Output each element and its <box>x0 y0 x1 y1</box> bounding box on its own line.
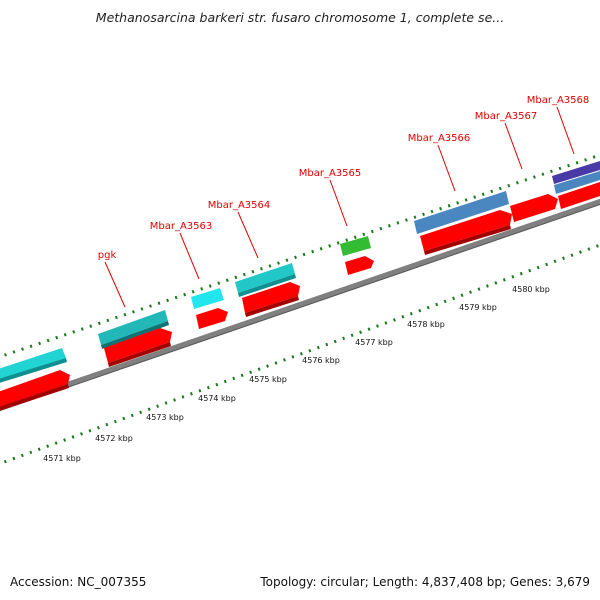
cds-mbar-a3568[interactable] <box>558 182 600 209</box>
feature-left-cyan[interactable] <box>0 348 67 384</box>
gene-label: pgk <box>98 250 117 261</box>
gene-labels: pgk Mbar_A3563 Mbar_A3564 Mbar_A3565 Mba… <box>98 95 590 261</box>
scale-label: 4572 kbp <box>95 434 133 443</box>
label-leaders <box>104 106 575 308</box>
feature-mbar-a3565[interactable] <box>340 236 371 256</box>
feature-mbar-a3563[interactable] <box>191 288 224 309</box>
gene-label: Mbar_A3567 <box>475 111 538 122</box>
cds-mbar-a3567[interactable] <box>510 194 558 222</box>
gene-label: Mbar_A3563 <box>150 221 213 232</box>
chromosome-backbone-shadow <box>0 203 600 412</box>
cds-mbar-a3566[interactable] <box>420 210 512 255</box>
upper-tick-row <box>0 153 600 359</box>
accession-text: Accession: NC_007355 <box>10 575 147 589</box>
feature-mbar-a3568[interactable] <box>552 161 600 194</box>
scale-label: 4574 kbp <box>198 394 236 403</box>
scale-label: 4576 kbp <box>302 356 340 365</box>
cds-mbar-a3564[interactable] <box>242 282 300 317</box>
map-title: Methanosarcina barkeri str. fusaro chrom… <box>95 10 505 25</box>
scale-label: 4575 kbp <box>249 375 287 384</box>
cds-mbar-a3563[interactable] <box>196 308 228 329</box>
cds-pgk[interactable] <box>104 328 172 367</box>
scale-label: 4579 kbp <box>459 303 497 312</box>
scale-label: 4573 kbp <box>146 413 184 422</box>
feature-mbar-a3566[interactable] <box>414 191 509 234</box>
lower-tick-row <box>0 243 600 466</box>
gene-label: Mbar_A3565 <box>299 168 362 179</box>
scale-label: 4578 kbp <box>407 320 445 329</box>
chromosome-backbone <box>0 198 600 411</box>
cds-left[interactable] <box>0 370 70 411</box>
scale-label: 4580 kbp <box>512 285 550 294</box>
gene-label: Mbar_A3564 <box>208 200 271 211</box>
scale-label: 4577 kbp <box>355 338 393 347</box>
gene-label: Mbar_A3568 <box>527 95 590 106</box>
summary-text: Topology: circular; Length: 4,837,408 bp… <box>260 575 590 589</box>
gene-label: Mbar_A3566 <box>408 133 471 144</box>
feature-mbar-a3564[interactable] <box>235 263 296 297</box>
cds-mbar-a3565[interactable] <box>345 256 374 275</box>
scale-label: 4571 kbp <box>43 454 81 463</box>
feature-pgk[interactable] <box>98 310 169 349</box>
scale-labels: 4571 kbp 4572 kbp 4573 kbp 4574 kbp 4575… <box>43 285 550 463</box>
